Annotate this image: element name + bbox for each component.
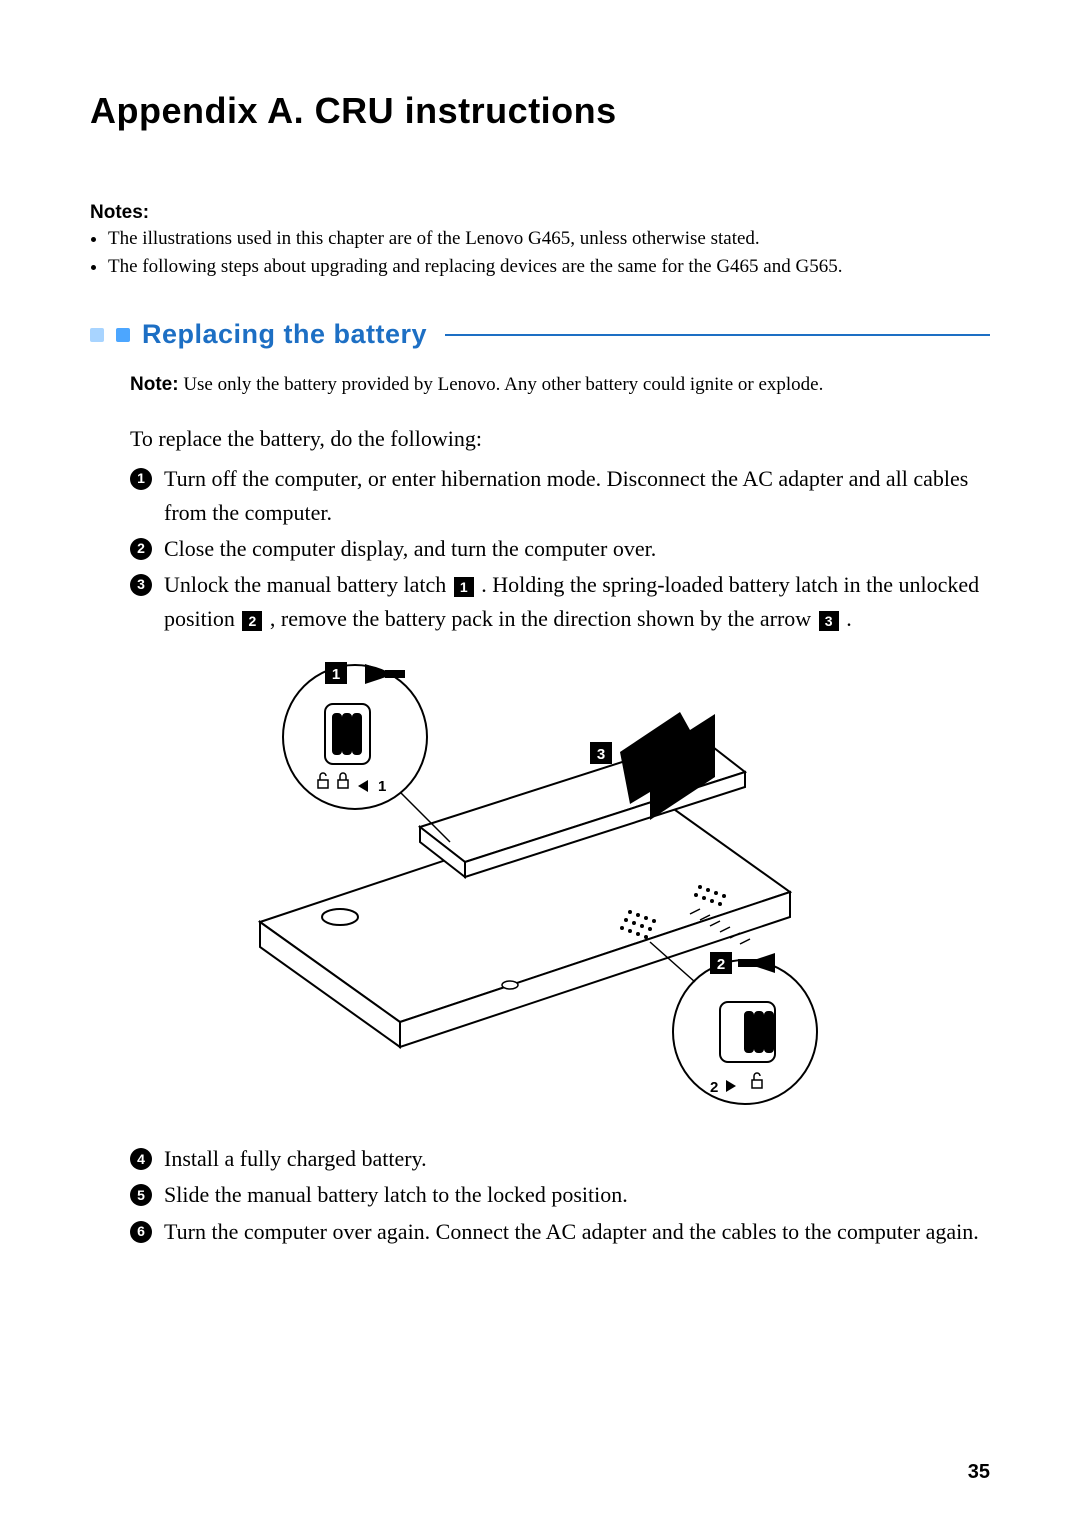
note-text: Use only the battery provided by Lenovo.… (179, 374, 824, 395)
svg-text:1: 1 (332, 666, 340, 683)
square-bullet-icon (90, 328, 104, 342)
svg-text:2: 2 (717, 956, 725, 973)
step-text: Close the computer display, and turn the… (164, 532, 656, 566)
step-number-icon: 5 (130, 1184, 152, 1206)
step-text-part: Unlock the manual battery latch (164, 572, 452, 597)
callout-box-icon: 2 (242, 611, 262, 631)
section-rule (445, 334, 990, 336)
notes-label: Notes: (90, 202, 990, 224)
square-bullet-icon (116, 328, 130, 342)
step-text-part: . (841, 606, 852, 631)
battery-diagram-svg: 3 1 (190, 652, 830, 1122)
step-item: 6 Turn the computer over again. Connect … (130, 1215, 990, 1249)
step-text: Slide the manual battery latch to the lo… (164, 1178, 628, 1212)
notes-list: The illustrations used in this chapter a… (90, 226, 990, 279)
section-header: Replacing the battery (90, 319, 990, 350)
step-text: Turn off the computer, or enter hibernat… (164, 462, 990, 530)
section-title: Replacing the battery (142, 319, 427, 350)
battery-figure: 3 1 (190, 652, 830, 1122)
note-item: The following steps about upgrading and … (108, 254, 990, 280)
svg-text:3: 3 (597, 746, 605, 763)
step-item: 5 Slide the manual battery latch to the … (130, 1178, 990, 1212)
page-number: 35 (968, 1461, 990, 1484)
step-number-icon: 3 (130, 574, 152, 596)
step-item: 2 Close the computer display, and turn t… (130, 532, 990, 566)
step-number-icon: 4 (130, 1148, 152, 1170)
appendix-title: Appendix A. CRU instructions (90, 90, 990, 132)
note-label: Note: (130, 374, 179, 395)
step-number-icon: 6 (130, 1221, 152, 1243)
step-item: 4 Install a fully charged battery. (130, 1142, 990, 1176)
steps-list-cont: 4 Install a fully charged battery. 5 Sli… (130, 1142, 990, 1248)
intro-line: To replace the battery, do the following… (130, 426, 990, 452)
step-text: Turn the computer over again. Connect th… (164, 1215, 979, 1249)
svg-text:2: 2 (710, 1079, 718, 1096)
section-content: Note: Use only the battery provided by L… (130, 372, 990, 1248)
step-item: 3 Unlock the manual battery latch 1 . Ho… (130, 568, 990, 636)
svg-text:1: 1 (378, 778, 386, 795)
steps-list: 1 Turn off the computer, or enter hibern… (130, 462, 990, 636)
step-number-icon: 2 (130, 538, 152, 560)
step-text-part: , remove the battery pack in the directi… (264, 606, 816, 631)
step-text: Install a fully charged battery. (164, 1142, 427, 1176)
callout-box-icon: 3 (819, 611, 839, 631)
note-item: The illustrations used in this chapter a… (108, 226, 990, 252)
step-text: Unlock the manual battery latch 1 . Hold… (164, 568, 990, 636)
step-item: 1 Turn off the computer, or enter hibern… (130, 462, 990, 530)
page: Appendix A. CRU instructions Notes: The … (0, 0, 1080, 1529)
callout-box-icon: 1 (454, 577, 474, 597)
battery-note: Note: Use only the battery provided by L… (130, 372, 990, 398)
step-number-icon: 1 (130, 468, 152, 490)
